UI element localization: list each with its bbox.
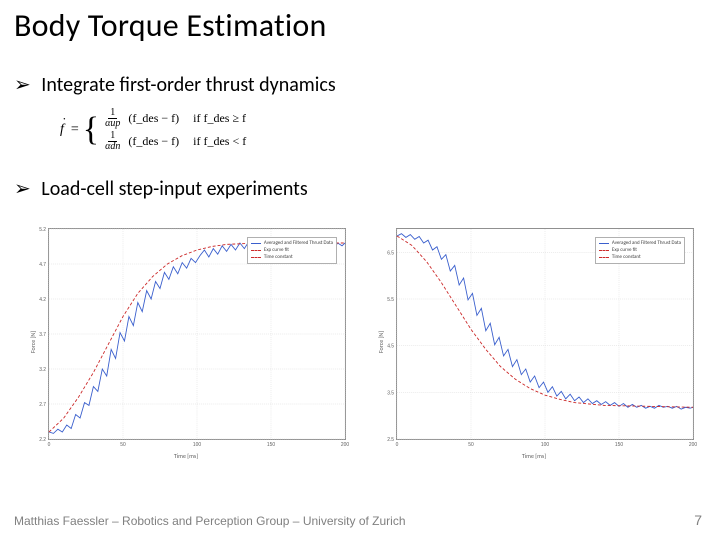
chart-1-legend: Averaged and Filtered Thrust DataExp cur…: [247, 237, 337, 264]
svg-text:200: 200: [341, 442, 349, 448]
legend-swatch-icon: [251, 250, 261, 252]
legend-swatch-icon: [599, 257, 609, 259]
svg-text:100: 100: [541, 442, 549, 448]
chart-1-plot: 0501001502002.22.73.23.74.24.75.2Average…: [48, 228, 346, 440]
svg-text:2.2: 2.2: [39, 437, 46, 443]
brace-icon: {: [83, 115, 99, 145]
arrow-right-icon: ➢: [14, 176, 31, 201]
equation-lhs: ˙f: [60, 122, 67, 138]
legend-label: Averaged and Filtered Thrust Data: [612, 240, 681, 247]
chart-1-xlabel: Time [ms]: [174, 452, 198, 460]
svg-text:3.2: 3.2: [39, 367, 46, 373]
chart-2: Force [N]Time [ms]0501001502002.53.54.55…: [368, 222, 700, 462]
chart-2-ylabel: Force [N]: [377, 331, 385, 353]
svg-text:150: 150: [267, 442, 275, 448]
svg-text:0: 0: [48, 442, 51, 448]
bullet-1-text: Integrate first-order thrust dynamics: [41, 73, 335, 97]
svg-text:5.2: 5.2: [39, 227, 46, 233]
legend-label: Time constant: [264, 254, 293, 261]
svg-text:4.2: 4.2: [39, 297, 46, 303]
svg-text:4.5: 4.5: [387, 344, 394, 350]
legend-item: Averaged and Filtered Thrust Data: [251, 240, 333, 247]
svg-text:4.7: 4.7: [39, 262, 46, 268]
fraction-1: 1 αup: [103, 108, 122, 129]
svg-text:3.7: 3.7: [39, 332, 46, 338]
chart-1: Force [N]Time [ms]0501001502002.22.73.23…: [20, 222, 352, 462]
arrow-right-icon: ➢: [14, 72, 31, 97]
legend-label: Averaged and Filtered Thrust Data: [264, 240, 333, 247]
chart-2-legend: Averaged and Filtered Thrust DataExp cur…: [595, 237, 685, 264]
legend-label: Time constant: [612, 254, 641, 261]
equation-case-1: 1 αup (f_des − f) if f_des ≥ f: [103, 108, 246, 129]
footer-text: Matthias Faessler – Robotics and Percept…: [14, 514, 406, 528]
charts-row: Force [N]Time [ms]0501001502002.22.73.23…: [20, 222, 700, 462]
legend-item: Averaged and Filtered Thrust Data: [599, 240, 681, 247]
svg-text:2.7: 2.7: [39, 402, 46, 408]
bullet-2-text: Load-cell step-input experiments: [41, 177, 307, 201]
svg-text:6.5: 6.5: [387, 250, 394, 256]
svg-text:5.5: 5.5: [387, 297, 394, 303]
legend-item: Exp curve fit: [599, 247, 681, 254]
equation: ˙f = { 1 αup (f_des − f) if f_des ≥ f 1 …: [60, 108, 246, 152]
chart-1-ylabel: Force [N]: [29, 331, 37, 353]
svg-text:200: 200: [689, 442, 697, 448]
svg-text:150: 150: [615, 442, 623, 448]
svg-text:50: 50: [120, 442, 126, 448]
legend-item: Exp curve fit: [251, 247, 333, 254]
legend-swatch-icon: [251, 257, 261, 259]
svg-text:50: 50: [468, 442, 474, 448]
svg-text:100: 100: [193, 442, 201, 448]
chart-2-plot: 0501001502002.53.54.55.56.5Averaged and …: [396, 228, 694, 440]
slide-title: Body Torque Estimation: [14, 6, 327, 45]
bullet-2: ➢ Load-cell step-input experiments: [14, 176, 308, 201]
page-number: 7: [694, 512, 702, 528]
legend-swatch-icon: [599, 243, 609, 245]
legend-swatch-icon: [251, 243, 261, 245]
legend-item: Time constant: [251, 254, 333, 261]
slide: Body Torque Estimation ➢ Integrate first…: [0, 0, 720, 540]
equation-case-2: 1 αdn (f_des − f) if f_des < f: [103, 131, 246, 152]
fraction-2: 1 αdn: [103, 131, 122, 152]
legend-item: Time constant: [599, 254, 681, 261]
svg-text:3.5: 3.5: [387, 390, 394, 396]
svg-text:2.5: 2.5: [387, 437, 394, 443]
legend-label: Exp curve fit: [264, 247, 289, 254]
chart-2-xlabel: Time [ms]: [522, 452, 546, 460]
bullet-1: ➢ Integrate first-order thrust dynamics: [14, 72, 336, 97]
equals-sign: =: [71, 122, 79, 138]
equation-cases: 1 αup (f_des − f) if f_des ≥ f 1 αdn (f_…: [103, 108, 246, 152]
legend-label: Exp curve fit: [612, 247, 637, 254]
legend-swatch-icon: [599, 250, 609, 252]
svg-text:0: 0: [396, 442, 399, 448]
